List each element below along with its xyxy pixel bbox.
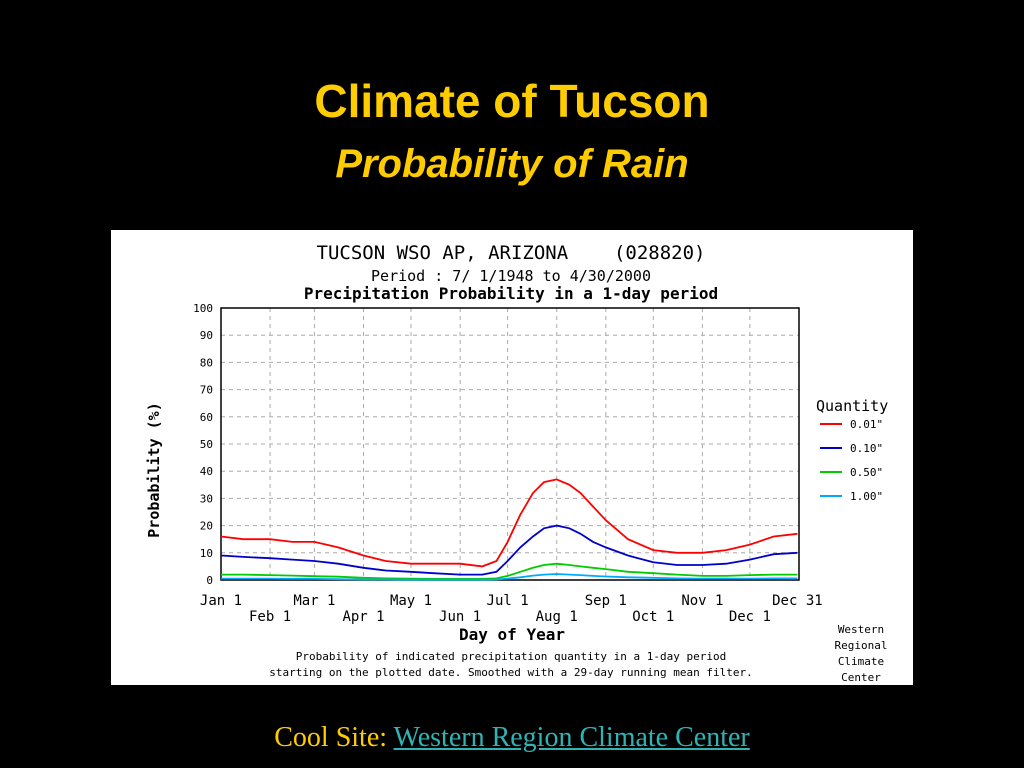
x-tick-label: Aug 1 — [536, 609, 578, 625]
y-tick-label: 10 — [200, 547, 213, 560]
x-tick-label: Oct 1 — [632, 609, 674, 625]
y-tick-label: 20 — [200, 520, 213, 533]
series-line — [220, 478, 798, 568]
series-line — [221, 562, 798, 580]
y-tick-label: 40 — [200, 465, 213, 478]
y-axis-ticks: 0 10 20 30 40 50 60 70 80 90 100 — [193, 302, 213, 587]
x-tick-label: Jun 1 — [439, 609, 481, 625]
caption-line-2: starting on the plotted date. Smoothed w… — [269, 666, 752, 679]
x-axis-label: Day of Year — [459, 625, 565, 644]
y-tick-label: 30 — [200, 492, 213, 505]
x-axis-ticks: Jan 1 Mar 1 May 1 Jul 1 Sep 1 Nov 1 Dec 31 Feb … — [200, 593, 823, 625]
y-tick-label: 90 — [200, 329, 213, 342]
caption-line-1: Probability of indicated precipitation q… — [296, 650, 726, 663]
credit: Western Regional Climate Center — [835, 623, 888, 684]
y-axis-label: Probability (%) — [145, 402, 163, 537]
y-tick-label: 60 — [200, 411, 213, 424]
x-tick-label: Dec 1 — [729, 609, 771, 625]
credit-line: Western — [838, 623, 884, 636]
legend-label: 0.10" — [850, 442, 883, 455]
y-tick-label: 0 — [206, 574, 213, 587]
plot-frame — [220, 307, 800, 581]
footer-label: Cool Site: — [274, 722, 394, 753]
slide-subtitle: Probability of Rain — [335, 142, 689, 186]
legend-label: 1.00" — [850, 490, 883, 503]
slide-title: Climate of Tucson — [314, 75, 710, 127]
chart-period: Period : 7/ 1/1948 to 4/30/2000 — [371, 267, 651, 285]
precipitation-chart: TUCSON WSO AP, ARIZONA (028820) Period :… — [145, 242, 888, 684]
y-tick-label: 70 — [200, 384, 213, 397]
x-tick-label: Feb 1 — [249, 609, 291, 625]
legend-label: 0.01" — [850, 418, 883, 431]
climate-center-link[interactable]: Western Region Climate Center — [393, 722, 750, 753]
y-tick-label: 50 — [200, 438, 213, 451]
grid-lines — [221, 308, 799, 580]
footer: Cool Site: Western Region Climate Center — [0, 722, 1024, 754]
series-line — [221, 573, 798, 581]
y-tick-label: 100 — [193, 302, 213, 315]
chart-panel: TUCSON WSO AP, ARIZONA (028820) Period :… — [111, 230, 913, 685]
credit-line: Center — [841, 671, 881, 684]
x-tick-label: Mar 1 — [293, 593, 335, 609]
x-tick-label: Jul 1 — [487, 593, 529, 609]
x-tick-label: May 1 — [390, 593, 432, 609]
credit-line: Climate — [838, 655, 884, 668]
x-tick-label: Dec 31 — [772, 593, 823, 609]
chart-heading: Precipitation Probability in a 1-day per… — [304, 284, 718, 303]
legend: 0.01" 0.10" 0.50" 1.00" — [820, 418, 883, 503]
chart-title: TUCSON WSO AP, ARIZONA (028820) — [317, 242, 706, 264]
x-tick-label: Jan 1 — [200, 593, 242, 609]
legend-label: 0.50" — [850, 466, 883, 479]
x-tick-label: Apr 1 — [342, 609, 384, 625]
legend-title: Quantity — [816, 397, 888, 415]
x-tick-label: Sep 1 — [585, 593, 627, 609]
series-line — [220, 524, 798, 576]
series-lines — [220, 478, 798, 581]
x-tick-label: Nov 1 — [681, 593, 723, 609]
credit-line: Regional — [835, 639, 888, 652]
y-tick-label: 80 — [200, 356, 213, 369]
